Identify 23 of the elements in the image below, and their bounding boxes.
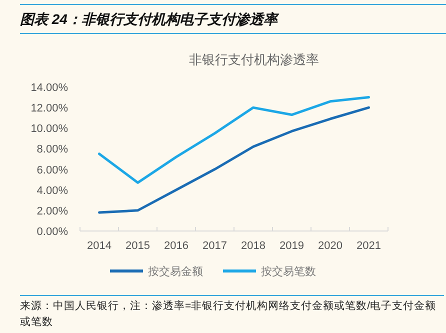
chart-title: 图表 24：非银行支付机构电子支付渗透率 <box>20 4 446 34</box>
x-tick-label: 2014 <box>87 240 112 252</box>
source-note: 来源：中国人民银行，注：渗透率=非银行支付机构网络支付金额或笔数/电子支付金额或笔数 <box>20 295 444 330</box>
y-tick-label: 8.00% <box>36 144 68 156</box>
x-tick-label: 2020 <box>318 240 342 252</box>
line-series <box>98 96 370 184</box>
chart-subtitle: 非银行支付机构渗透率 <box>189 52 319 67</box>
y-tick-label: 12.00% <box>30 102 68 115</box>
x-tick-label: 2016 <box>164 240 188 252</box>
y-tick-label: 10.00% <box>30 123 68 136</box>
x-tick-label: 2015 <box>126 240 150 252</box>
x-tick-label: 2019 <box>280 240 304 252</box>
line-series <box>98 106 370 214</box>
y-tick-label: 2.00% <box>36 205 68 218</box>
x-tick-label: 2018 <box>241 240 266 252</box>
y-tick-label: 4.00% <box>36 184 68 197</box>
legend-label: 按交易笔数 <box>261 265 316 278</box>
x-tick-label: 2021 <box>356 240 381 252</box>
x-tick-label: 2017 <box>202 240 227 252</box>
y-tick-label: 14.00% <box>30 82 68 94</box>
y-tick-label: 0.00% <box>36 226 68 238</box>
legend-label: 按交易金额 <box>148 265 203 278</box>
y-tick-label: 6.00% <box>36 164 68 176</box>
